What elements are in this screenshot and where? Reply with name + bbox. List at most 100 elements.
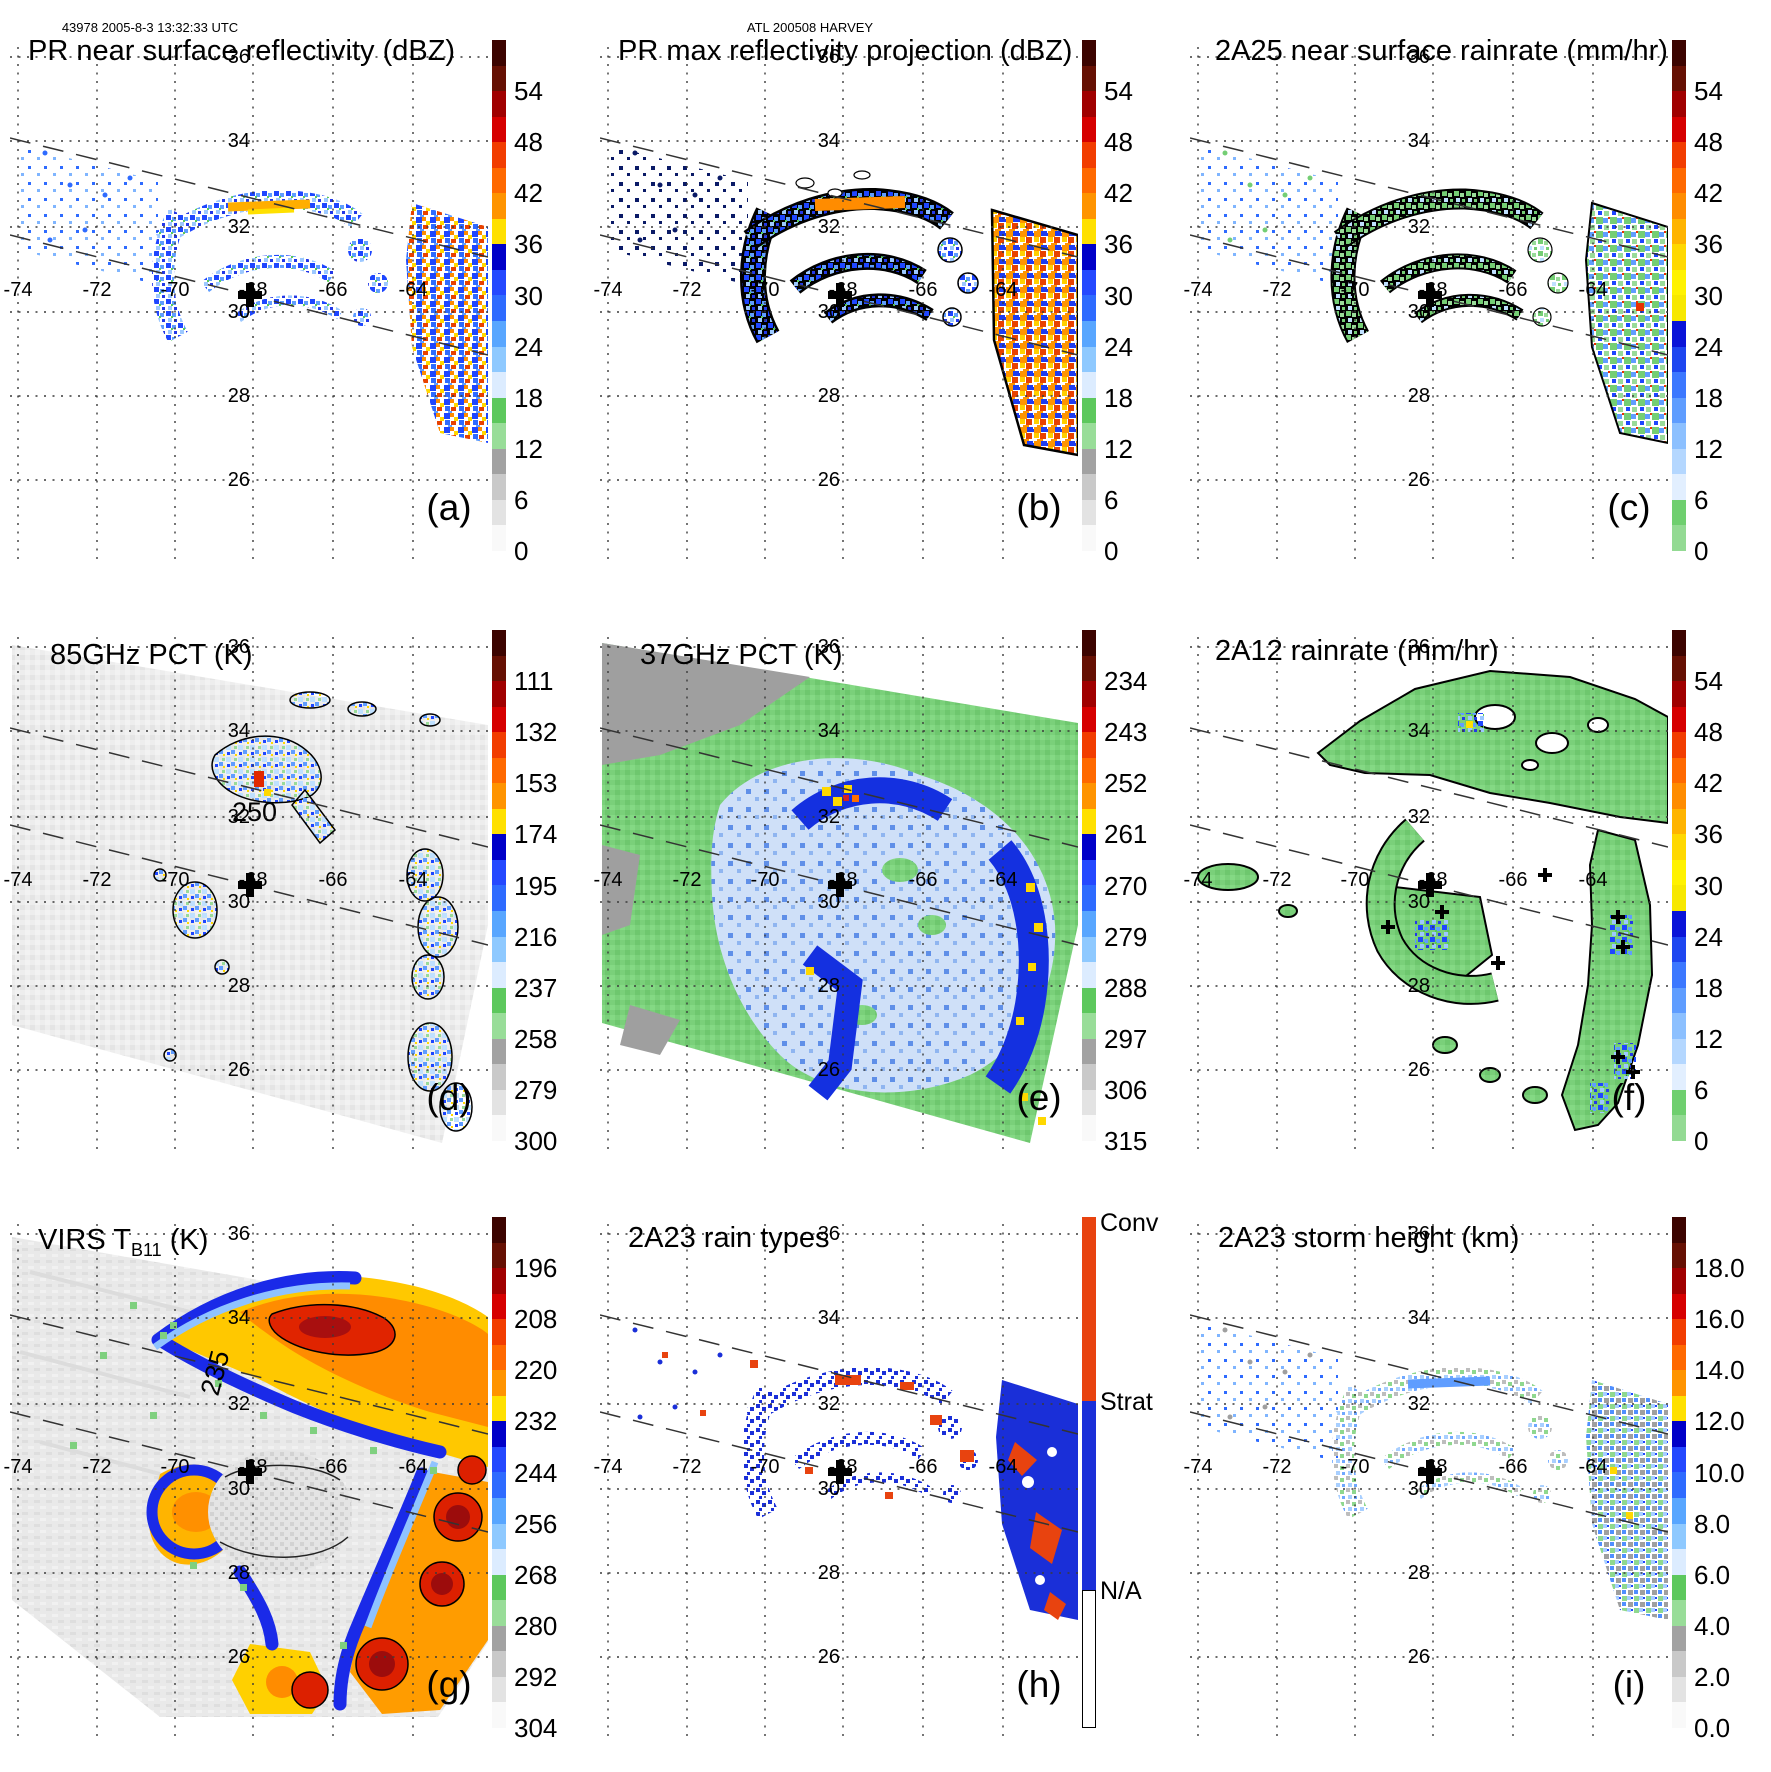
panel-i: 2A23 storm height (km) (i) -74 -72 -70 -68 -… <box>1184 1212 1771 1772</box>
colorbar-segment <box>492 911 506 937</box>
colorbar-tick-label: 0 <box>1694 1126 1709 1156</box>
colorbar-segment <box>1082 397 1096 424</box>
lat-label: 34 <box>227 130 250 152</box>
lon-label: -64 <box>988 869 1018 891</box>
lat-label: 28 <box>817 975 840 997</box>
panel-a: PR near surface reflectivity (dBZ) (a) -… <box>4 35 595 595</box>
colorbar-tick-label: 258 <box>514 1023 558 1054</box>
colorbar-tick-label: 6 <box>514 484 529 515</box>
lat-label: 34 <box>817 720 840 742</box>
colorbar-segment <box>1672 1574 1686 1601</box>
lon-label: -68 <box>1418 869 1448 891</box>
colorbar-segment <box>492 885 506 912</box>
colorbar-segment <box>1082 757 1096 784</box>
lat-label: 36 <box>227 1223 250 1245</box>
colorbar-tick-label: 24 <box>1104 331 1133 362</box>
colorbar-segment <box>1082 244 1096 270</box>
lon-label: -74 <box>1183 279 1213 301</box>
lon-label: -74 <box>3 869 33 891</box>
colorbar-tick-label: 18 <box>514 382 543 413</box>
colorbar-tick-label: 30 <box>1694 280 1723 311</box>
colorbar-tick-label: 36 <box>1694 229 1723 260</box>
colorbar-segment <box>1672 1523 1686 1550</box>
colorbar-tick-label: 2.0 <box>1694 1661 1731 1692</box>
lat-label: 26 <box>817 1646 840 1668</box>
colorbar-segment <box>1082 91 1096 117</box>
lon-label: -74 <box>3 1456 33 1478</box>
lon-label: -66 <box>1498 1456 1528 1478</box>
lat-label: 28 <box>1407 1562 1430 1584</box>
colorbar-tick-label: 300 <box>514 1126 558 1156</box>
lon-label: -72 <box>1262 279 1292 301</box>
lon-label: -68 <box>238 869 268 891</box>
colorbar-tick-label: 292 <box>514 1661 558 1692</box>
lon-label: -70 <box>160 1456 190 1478</box>
panel-title-tail: (K) <box>161 1224 209 1256</box>
colorbar-tick-label: 279 <box>1104 921 1148 952</box>
colorbar-segment <box>1672 1421 1686 1447</box>
colorbar-segment <box>1672 116 1686 143</box>
colorbar-segment <box>492 167 506 194</box>
colorbar-segment <box>1672 987 1686 1014</box>
colorbar-tick-label: 6 <box>1694 1074 1709 1105</box>
colorbar-tick-label: 48 <box>1104 127 1133 158</box>
lat-label: 36 <box>817 46 840 68</box>
colorbar-segment <box>1082 218 1096 245</box>
colorbar-tick-label: 270 <box>1104 870 1148 901</box>
lon-label: -72 <box>1262 869 1292 891</box>
panel-letter: (g) <box>426 1664 472 1705</box>
colorbar-segment <box>1082 834 1096 860</box>
lat-label: 36 <box>817 636 840 658</box>
colorbar-segment <box>492 397 506 424</box>
panel-title: 37GHz PCT (K) <box>640 639 843 671</box>
colorbar-segment <box>1082 193 1096 219</box>
colorbar-tick-label: 4.0 <box>1694 1610 1731 1641</box>
colorbar-segment <box>1672 1370 1686 1396</box>
colorbar-tick-label: 12 <box>514 433 543 464</box>
panel-f: 2A12 rainrate (mm/hr) (f) -74 -72 -70 -68 -6… <box>1184 625 1771 1185</box>
lon-label: -66 <box>1498 869 1528 891</box>
lon-label: -68 <box>1418 279 1448 301</box>
panel-letter: (c) <box>1607 487 1651 528</box>
colorbar-segment <box>1082 116 1096 143</box>
lat-label: 32 <box>227 216 250 238</box>
lon-label: -68 <box>238 279 268 301</box>
colorbar-tick-label: 208 <box>514 1304 558 1335</box>
colorbar-segment <box>1672 1395 1686 1422</box>
lon-label: -70 <box>750 279 780 301</box>
lon-label: -68 <box>1418 1456 1448 1478</box>
lat-label: 34 <box>817 130 840 152</box>
lat-label: 28 <box>1407 385 1430 407</box>
panel-title: VIRS T <box>38 1224 131 1256</box>
colorbar-segment <box>1672 193 1686 219</box>
lat-label: 26 <box>817 1059 840 1081</box>
colorbar-tick-label: 18.0 <box>1694 1253 1745 1284</box>
panel-g: 235 VIRS TB11 (K) (g) -74 -72 -70 -68 -66 -64… <box>4 1212 595 1772</box>
colorbar-segment <box>492 448 506 475</box>
colorbar-tick-label: 42 <box>1694 178 1723 209</box>
colorbar-segment <box>1082 987 1096 1014</box>
colorbar-segment <box>492 783 506 809</box>
colorbar-segment <box>1672 499 1686 526</box>
colorbar-segment <box>492 1089 506 1116</box>
panel-letter: (a) <box>426 487 472 528</box>
lon-label: -70 <box>160 279 190 301</box>
colorbar-segment <box>1672 783 1686 809</box>
lat-label: 36 <box>227 636 250 658</box>
map-2a25-rainrate <box>1190 46 1668 561</box>
colorbar-segment <box>492 1676 506 1703</box>
colorbar-segment <box>492 1395 506 1422</box>
colorbar-tick-label: 268 <box>514 1559 558 1590</box>
colorbar-segment <box>1672 1115 1686 1141</box>
colorbar-segment <box>1672 1089 1686 1116</box>
colorbar-segment <box>1082 525 1096 551</box>
panel-title: 2A23 storm height (km) <box>1218 1222 1520 1254</box>
colorbar-tick-label: 30 <box>1694 870 1723 901</box>
colorbar-tick-label: 12 <box>1694 433 1723 464</box>
lon-label: -64 <box>1578 279 1608 301</box>
colorbar-tick-label: 174 <box>514 819 558 850</box>
colorbar <box>1082 40 1096 551</box>
colorbar-segment <box>1672 1268 1686 1294</box>
lon-label: -66 <box>908 869 938 891</box>
colorbar-segment <box>1672 448 1686 475</box>
